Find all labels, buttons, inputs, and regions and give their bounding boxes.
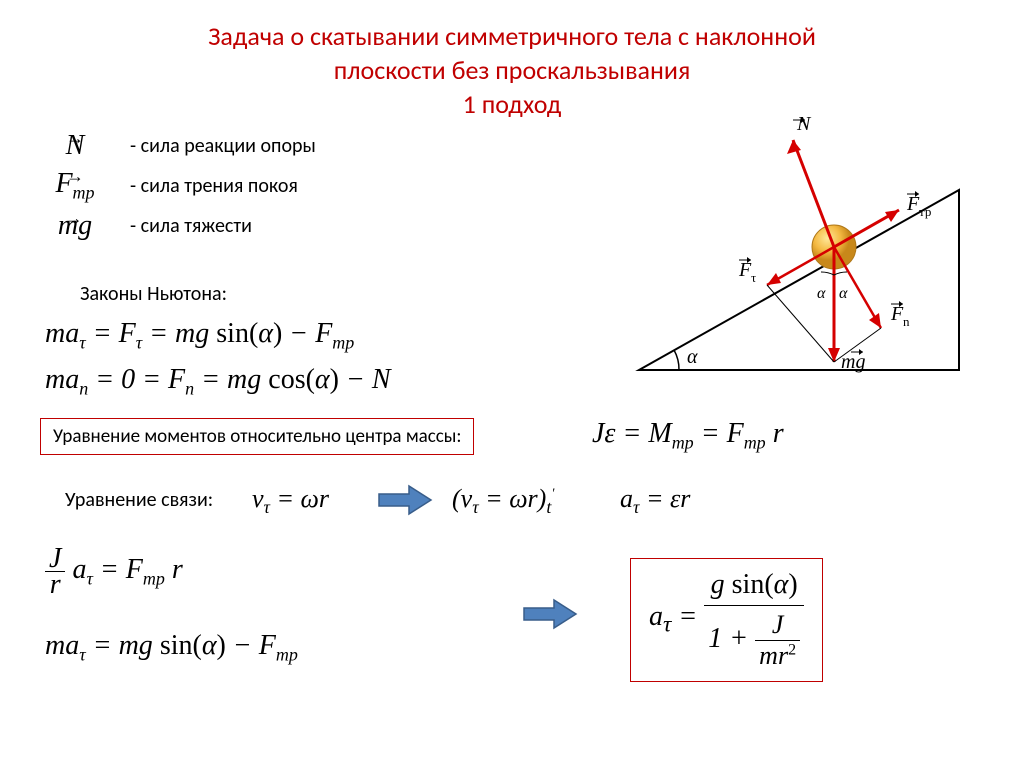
arrow-icon (520, 596, 580, 632)
title-line3: 1 подход (463, 88, 562, 120)
force-ftr-desc: - сила трения покоя (130, 174, 298, 198)
title-line2: плоскости без проскальзывания (334, 54, 691, 86)
force-mg-row: → mg - сила тяжести (40, 210, 316, 242)
svg-text:F: F (890, 303, 904, 325)
eq-constraint-v: vτ = ωr (252, 484, 329, 518)
inclined-plane-diagram: α N F тр mg F τ F n α α (619, 100, 979, 400)
arrow-icon (375, 482, 435, 518)
eq-j-over-r: Jr aτ = Fтр r (45, 546, 183, 597)
svg-text:F: F (906, 193, 920, 215)
force-n-desc: - сила реакции опоры (130, 134, 316, 158)
svg-text:N: N (796, 113, 812, 135)
eq-newton-n: man = 0 = Fn = mg cos(α) − N (45, 364, 391, 400)
eq-constraint-deriv: (vτ = ωr)t' (452, 484, 554, 518)
force-mg-desc: - сила тяжести (130, 214, 252, 238)
eq-newton-tau: maτ = Fτ = mg sin(α) − Fтр (45, 318, 354, 354)
svg-text:α: α (687, 346, 698, 368)
force-ftr-symbol: → Fтр (40, 168, 110, 204)
force-n-symbol: → N (40, 130, 110, 162)
svg-text:τ: τ (751, 270, 756, 285)
eq-moment: Jε = Mтр = Fтр r (592, 418, 784, 454)
force-definitions: → N - сила реакции опоры → Fтр - сила тр… (40, 130, 316, 248)
constraint-label: Уравнение связи: (65, 488, 213, 512)
svg-text:n: n (903, 314, 910, 329)
moment-equation-label: Уравнение моментов относительно центра м… (40, 418, 474, 455)
force-ftr-row: → Fтр - сила трения покоя (40, 168, 316, 204)
result-box: aτ = g sin(α) 1 + J mr2 (630, 558, 823, 682)
eq-ma-repeat: maτ = mg sin(α) − Fтр (45, 630, 298, 666)
svg-text:F: F (738, 259, 752, 281)
svg-text:α: α (817, 285, 826, 302)
eq-constraint-a: aτ = εr (620, 484, 690, 518)
svg-text:тр: тр (919, 204, 931, 219)
svg-text:α: α (839, 285, 848, 302)
title-line1: Задача о скатывании симметричного тела с… (208, 20, 816, 52)
force-n-row: → N - сила реакции опоры (40, 130, 316, 162)
newton-laws-label: Законы Ньютона: (80, 282, 227, 306)
force-mg-symbol: → mg (40, 210, 110, 242)
